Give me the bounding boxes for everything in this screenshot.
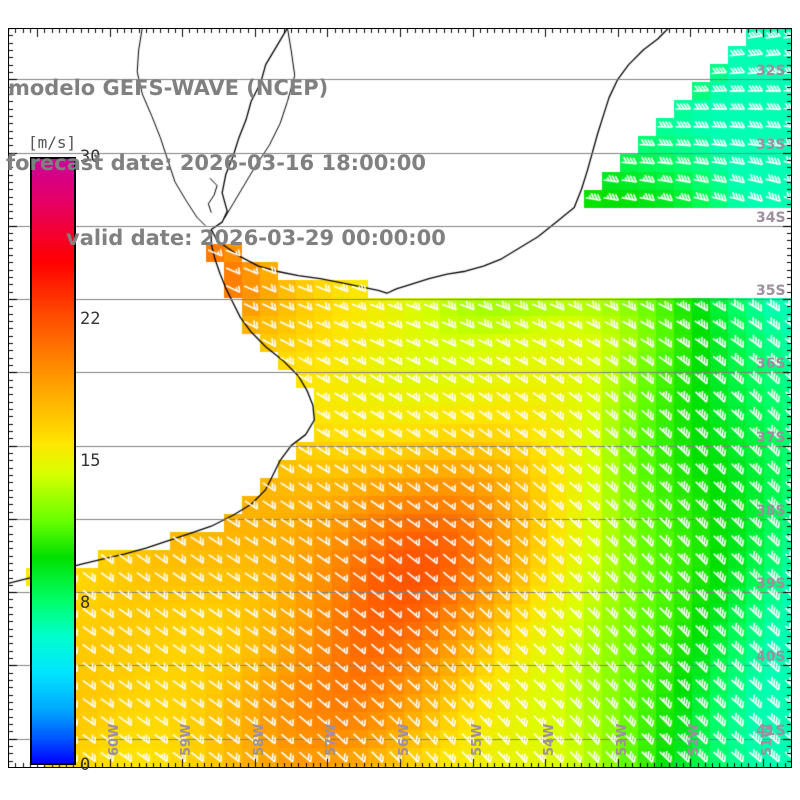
lon-label-58w: 58W xyxy=(251,723,267,756)
lat-label-39s: 39S xyxy=(756,576,786,593)
lon-label-59w: 59W xyxy=(179,723,195,756)
lon-label-57w: 57W xyxy=(324,723,340,756)
map-plot-area[interactable] xyxy=(8,28,792,768)
lon-label-60w: 60W xyxy=(106,723,122,756)
title-line-model: modelo GEFS-WAVE (NCEP) xyxy=(8,76,329,100)
colorbar-tick-30: 30 xyxy=(80,147,101,167)
colorbar-tick-22: 22 xyxy=(80,309,101,330)
colorbar-tick-0: 0 xyxy=(80,755,91,775)
colorbar-unit-label: [m/s] xyxy=(28,133,77,152)
lat-label-32s: 32S xyxy=(756,63,786,80)
colorbar-tick-15: 15 xyxy=(80,451,101,471)
lon-label-56w: 56W xyxy=(397,723,412,756)
title-line-valid-date: valid date: 2026-03-29 00:00:00 xyxy=(66,226,446,250)
figure-title: modelo GEFS-WAVE (NCEP) forecast date: 2… xyxy=(0,26,520,301)
colorbar-gradient xyxy=(30,157,76,765)
lon-label-54w: 54W xyxy=(542,723,558,756)
lat-label-34s: 34S xyxy=(756,209,786,226)
lat-label-35s: 35S xyxy=(756,283,786,300)
title-line-forecast-date: forecast date: 2026-03-16 18:00:00 xyxy=(6,151,426,175)
axis-tick-marks xyxy=(8,28,792,768)
colorbar-tick-8: 8 xyxy=(80,592,91,613)
lat-label-36s: 36S xyxy=(756,356,786,373)
lat-label-37s: 37S xyxy=(756,429,786,446)
lat-label-33s: 33S xyxy=(756,136,786,153)
lon-label-52w: 52W xyxy=(687,723,703,756)
lon-label-55w: 55W xyxy=(469,723,485,756)
lat-label-41s: 41S xyxy=(756,722,786,739)
lat-label-40s: 40S xyxy=(756,649,786,666)
lat-label-38s: 38S xyxy=(756,502,786,519)
colorbar[interactable] xyxy=(30,157,76,765)
lon-label-53w: 53W xyxy=(614,723,630,756)
